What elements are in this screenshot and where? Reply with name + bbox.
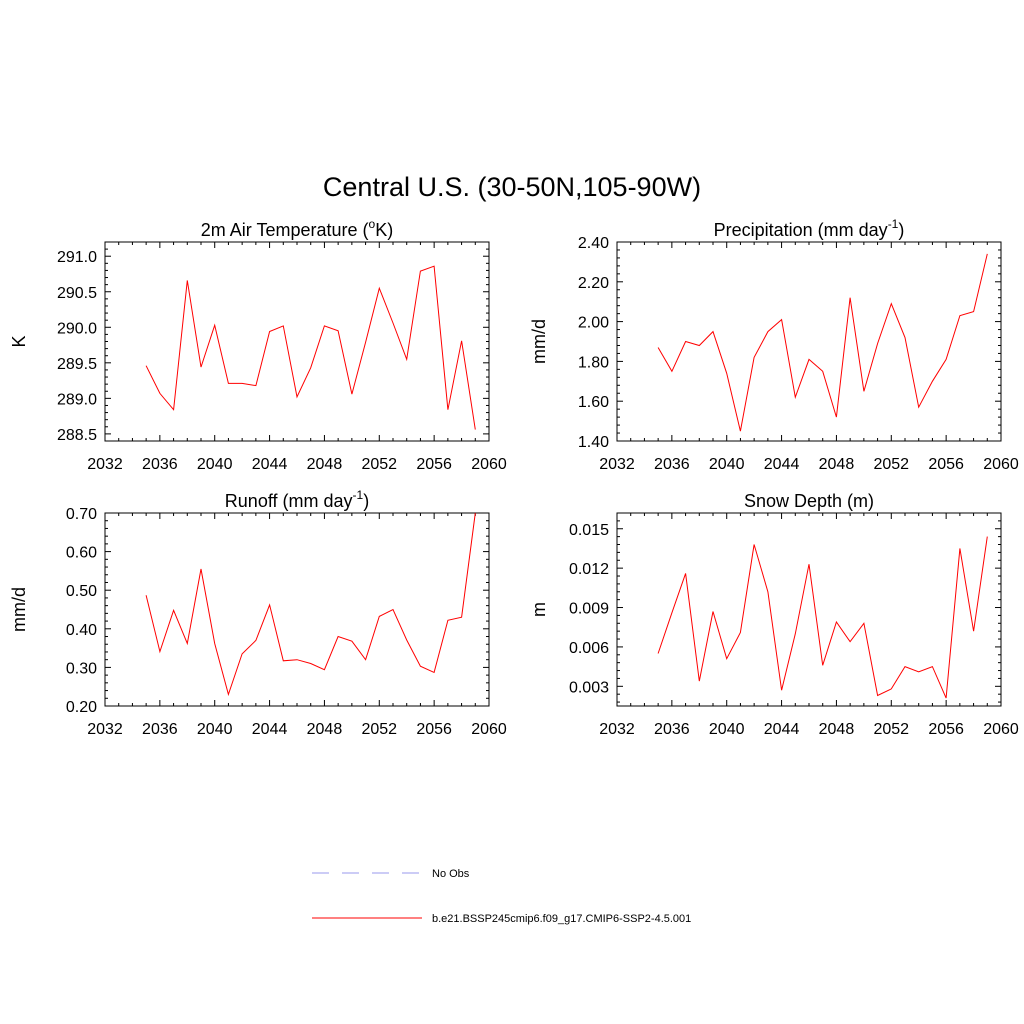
y-tick-label: 0.40 xyxy=(66,622,97,639)
figure-title: Central U.S. (30-50N,105-90W) xyxy=(323,172,701,202)
series-line xyxy=(145,512,476,697)
y-tick-label: 0.003 xyxy=(569,679,609,696)
x-tick-label: 2052 xyxy=(873,456,909,473)
x-tick-label: 2044 xyxy=(764,456,800,473)
panel-precipitation: Precipitation (mm day-1) 2032 2036 2040 2044… xyxy=(529,217,1019,473)
y-tick-label: 1.80 xyxy=(578,354,609,371)
y-tick-label: 0.60 xyxy=(66,545,97,562)
legend-label-model-run: b.e21.BSSP245cmip6.f09_g17.CMIP6-SSP2-4.… xyxy=(432,913,691,925)
x-tick-label: 2060 xyxy=(983,721,1019,738)
series-line xyxy=(657,536,988,699)
y-tick-label: 290.0 xyxy=(57,320,97,337)
x-tick-label: 2044 xyxy=(252,721,288,738)
panel-title-suffix: ) xyxy=(898,220,904,240)
x-tick-label: 2056 xyxy=(928,456,964,473)
y-tick-label: 0.50 xyxy=(66,583,97,600)
x-tick-label: 2032 xyxy=(87,456,123,473)
y-axis-label: mm/d xyxy=(529,319,549,364)
series-line xyxy=(145,265,476,430)
x-tick-label: 2056 xyxy=(416,721,452,738)
y-tick-label: 289.0 xyxy=(57,391,97,408)
x-tick-label: 2056 xyxy=(416,456,452,473)
y-tick-label: 2.40 xyxy=(578,235,609,252)
x-tick-label: 2060 xyxy=(471,456,507,473)
y-tick-label: 0.006 xyxy=(569,640,609,657)
x-tick-label: 2060 xyxy=(471,721,507,738)
legend: No Obs b.e21.BSSP245cmip6.f09_g17.CMIP6-… xyxy=(312,868,691,925)
x-tick-label: 2048 xyxy=(307,456,343,473)
x-tick-label: 2056 xyxy=(928,721,964,738)
y-tick-label: 1.60 xyxy=(578,394,609,411)
x-tick-label: 2052 xyxy=(361,456,397,473)
panel-temperature: 2m Air Temperature (oK) 2032 2036 2040 2044 2… xyxy=(9,217,507,473)
y-tick-label: 0.012 xyxy=(569,561,609,578)
y-axis-label: mm/d xyxy=(9,587,29,632)
y-tick-label: 0.015 xyxy=(569,522,609,539)
legend-label-no-obs: No Obs xyxy=(432,868,470,880)
x-tick-label: 2048 xyxy=(307,721,343,738)
y-tick-label: 2.20 xyxy=(578,275,609,292)
panel-title-superscript: -1 xyxy=(888,217,899,231)
panel-snow-depth: Snow Depth (m) 2032 2036 2040 2044 2048 2052 20… xyxy=(529,491,1019,738)
x-tick-label: 2036 xyxy=(654,456,690,473)
y-tick-label: 0.70 xyxy=(66,506,97,523)
plot-frame xyxy=(616,512,1002,707)
panel-title: Precipitation (mm day-1) xyxy=(714,217,905,240)
x-tick-label: 2032 xyxy=(87,721,123,738)
x-tick-label: 2040 xyxy=(709,721,745,738)
x-tick-label: 2048 xyxy=(819,456,855,473)
panel-title: Snow Depth (m) xyxy=(744,491,874,511)
series-line xyxy=(657,253,988,432)
panel-title-text: Snow Depth (m) xyxy=(744,491,874,511)
y-tick-label: 1.40 xyxy=(578,434,609,451)
x-tick-label: 2060 xyxy=(983,456,1019,473)
x-tick-label: 2044 xyxy=(764,721,800,738)
plot-frame xyxy=(104,241,490,442)
x-tick-label: 2040 xyxy=(197,721,233,738)
x-tick-label: 2036 xyxy=(142,456,178,473)
y-tick-label: 291.0 xyxy=(57,249,97,266)
panel-title-text: Precipitation (mm day xyxy=(714,220,888,240)
y-tick-label: 2.00 xyxy=(578,315,609,332)
y-tick-label: 290.5 xyxy=(57,285,97,302)
panel-title-suffix: K) xyxy=(375,220,393,240)
x-tick-label: 2040 xyxy=(709,456,745,473)
y-tick-label: 0.20 xyxy=(66,699,97,716)
x-tick-label: 2036 xyxy=(654,721,690,738)
panel-title-superscript: o xyxy=(369,217,376,231)
x-tick-label: 2052 xyxy=(873,721,909,738)
y-tick-label: 0.009 xyxy=(569,601,609,618)
y-axis-label: K xyxy=(9,335,29,347)
panel-title: 2m Air Temperature (oK) xyxy=(201,217,393,240)
x-tick-label: 2040 xyxy=(197,456,233,473)
panel-title-suffix: ) xyxy=(363,491,369,511)
x-tick-label: 2036 xyxy=(142,721,178,738)
x-tick-label: 2052 xyxy=(361,721,397,738)
x-tick-label: 2048 xyxy=(819,721,855,738)
x-tick-label: 2044 xyxy=(252,456,288,473)
panel-title-text: 2m Air Temperature ( xyxy=(201,220,369,240)
y-tick-label: 288.5 xyxy=(57,427,97,444)
y-axis-label: m xyxy=(529,602,549,617)
y-tick-label: 0.30 xyxy=(66,660,97,677)
x-tick-label: 2032 xyxy=(599,721,635,738)
y-tick-label: 289.5 xyxy=(57,356,97,373)
panel-title-superscript: -1 xyxy=(353,488,364,502)
panel-runoff: Runoff (mm day-1) 2032 2036 2040 2044 2048 205… xyxy=(9,488,507,738)
plot-frame xyxy=(104,512,490,707)
panel-title: Runoff (mm day-1) xyxy=(225,488,369,511)
panels: 2m Air Temperature (oK)2032 2036 2040 2044 2… xyxy=(9,217,1019,738)
panel-title-text: Runoff (mm day xyxy=(225,491,353,511)
x-tick-label: 2032 xyxy=(599,456,635,473)
plot-frame xyxy=(616,241,1002,442)
